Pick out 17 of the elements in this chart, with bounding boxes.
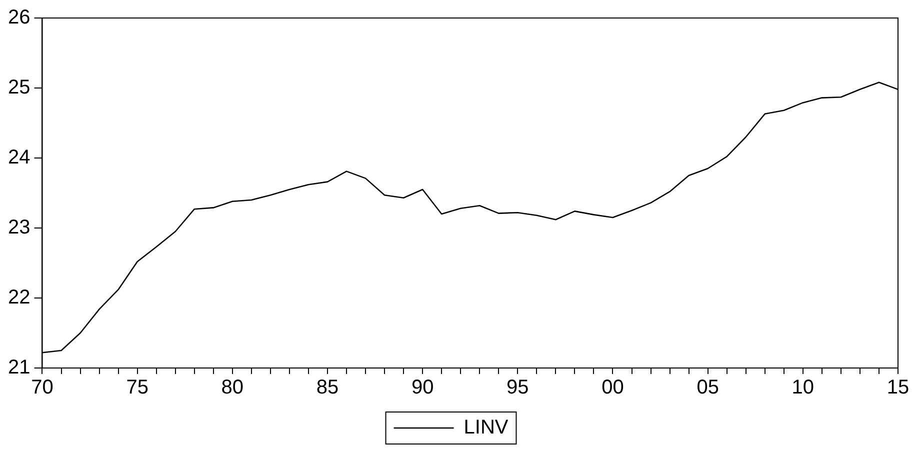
y-tick-label: 26 bbox=[8, 6, 30, 29]
x-tick-label: 05 bbox=[696, 376, 719, 399]
x-tick-label: 00 bbox=[602, 376, 624, 399]
x-tick-label: 10 bbox=[792, 376, 814, 399]
x-tick-label: 90 bbox=[411, 376, 434, 399]
x-tick-label: 95 bbox=[506, 376, 529, 399]
x-tick-label: 15 bbox=[886, 376, 910, 399]
y-tick-label: 24 bbox=[8, 146, 30, 169]
y-tick-label: 25 bbox=[8, 76, 30, 99]
y-tick-label: 21 bbox=[8, 356, 30, 379]
x-tick-label: 75 bbox=[126, 376, 148, 399]
y-tick-label: 23 bbox=[8, 216, 30, 239]
x-tick-label: 70 bbox=[31, 376, 54, 399]
x-tick-label: 80 bbox=[221, 376, 244, 399]
legend-label: LINV bbox=[464, 416, 509, 439]
y-tick-label: 22 bbox=[8, 286, 30, 309]
x-tick-label: 85 bbox=[316, 376, 339, 399]
